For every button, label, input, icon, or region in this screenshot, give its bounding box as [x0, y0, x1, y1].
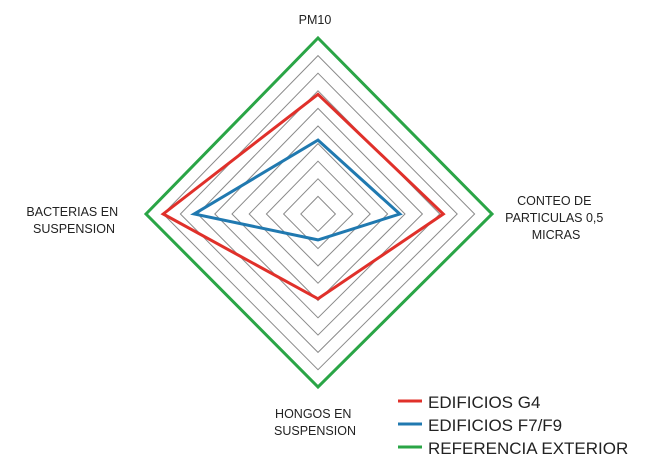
axis-label-pm10: PM10	[299, 13, 332, 27]
series-line	[190, 138, 403, 242]
radar-grid	[162, 54, 476, 371]
axis-label-bacterias: BACTERIAS EN SUSPENSION	[26, 205, 121, 236]
grid-ring	[248, 142, 389, 284]
axis-label-conteo-particulas: CONTEO DE PARTICULAS 0,5 MICRAS	[505, 194, 607, 242]
series-line	[160, 92, 446, 301]
grid-ring	[162, 54, 476, 371]
radar-series	[143, 35, 495, 390]
series-line	[143, 35, 495, 390]
legend: EDIFICIOS G4 EDIFICIOS F7/F9 REFERENCIA …	[398, 393, 628, 458]
legend-label-g4: EDIFICIOS G4	[428, 393, 540, 412]
axis-label-hongos: HONGOS EN SUSPENSION	[274, 407, 356, 438]
grid-ring	[265, 160, 371, 267]
legend-label-f7f9: EDIFICIOS F7/F9	[428, 416, 562, 435]
legend-item-g4: EDIFICIOS G4	[398, 393, 540, 412]
grid-ring	[214, 107, 424, 319]
legend-item-referencia: REFERENCIA EXTERIOR	[398, 439, 628, 458]
legend-label-referencia: REFERENCIA EXTERIOR	[428, 439, 628, 458]
legend-item-f7f9: EDIFICIOS F7/F9	[398, 416, 562, 435]
grid-ring	[300, 195, 337, 233]
grid-ring	[282, 178, 354, 250]
grid-ring	[179, 72, 458, 354]
